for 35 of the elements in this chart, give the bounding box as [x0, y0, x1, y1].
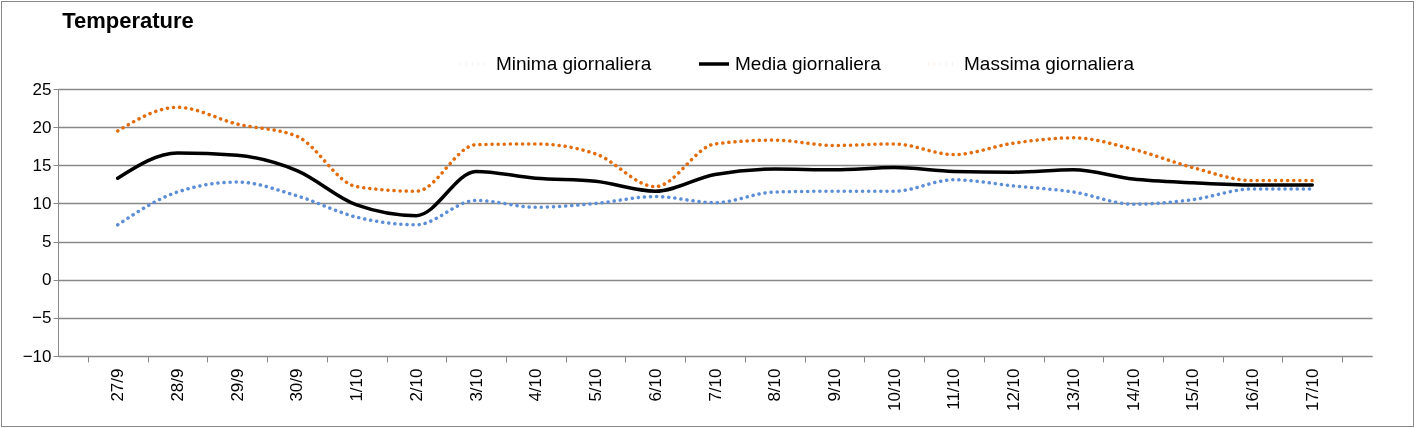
x-tick-label: 7/10 [705, 368, 725, 402]
x-tick-label: 6/10 [645, 368, 665, 402]
y-tick-label: −5 [32, 308, 52, 328]
line-series [115, 105, 1315, 193]
line-series [115, 151, 1315, 218]
x-tick-label: 3/10 [466, 368, 486, 402]
legend-label: Media giornaliera [735, 53, 882, 74]
x-tick-label: 2/10 [406, 368, 426, 402]
x-tick-label: 14/10 [1123, 368, 1143, 412]
y-tick-label: 25 [32, 79, 52, 99]
y-tick-label: 20 [32, 117, 52, 137]
legend-label: Minima giornaliera [496, 53, 652, 74]
chart-title: Temperature [62, 8, 194, 33]
y-tick-label: 5 [42, 232, 52, 252]
x-tick-label: 30/9 [287, 368, 307, 402]
y-tick-label: 15 [32, 155, 52, 175]
x-tick-label: 27/9 [108, 368, 128, 402]
x-tick-label: 5/10 [586, 368, 606, 402]
x-tick-label: 16/10 [1243, 368, 1263, 412]
x-tick-label: 15/10 [1183, 368, 1203, 412]
x-tick-label: 9/10 [824, 368, 844, 402]
x-tick-label: 12/10 [1004, 368, 1024, 412]
legend-label: Massima giornaliera [964, 53, 1135, 74]
y-tick-label: 0 [42, 270, 52, 290]
x-tick-label: 17/10 [1302, 368, 1322, 412]
y-tick-label: 10 [32, 193, 52, 213]
x-tick-label: 1/10 [347, 368, 367, 402]
x-tick-label: 11/10 [944, 368, 964, 410]
x-tick-label: 29/9 [227, 368, 247, 402]
x-tick-label: 8/10 [765, 368, 785, 402]
x-tick-label: 10/10 [884, 368, 904, 412]
x-tick-label: 28/9 [167, 368, 187, 402]
y-tick-label: −10 [22, 346, 52, 366]
x-tick-label: 13/10 [1063, 368, 1083, 412]
x-tick-label: 4/10 [526, 368, 546, 402]
